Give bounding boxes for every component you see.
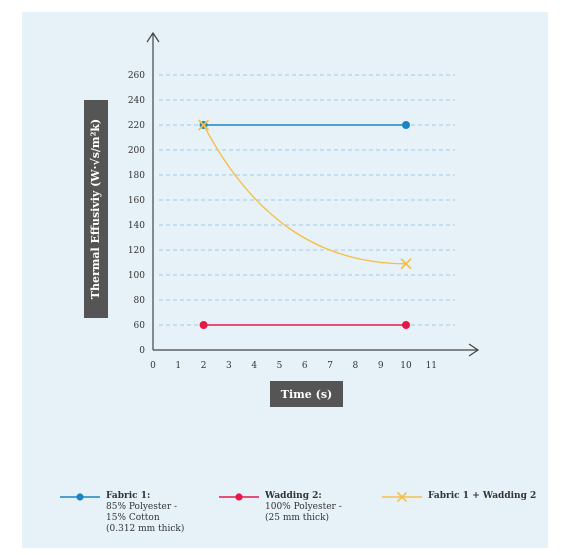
y-axis-arrow xyxy=(146,31,160,43)
x-tick-label: 11 xyxy=(426,361,437,371)
y-tick-label: 160 xyxy=(128,196,145,206)
y-tick-label: 80 xyxy=(134,296,146,306)
x-axis-arrow xyxy=(468,343,480,357)
x-tick-label: 7 xyxy=(327,361,333,371)
y-axis-label: Thermal Effusiviy (W·√s/m²k) xyxy=(89,119,102,299)
legend-label-fabric-1: Fabric 1: xyxy=(106,491,151,501)
series-2 xyxy=(197,119,412,270)
x-tick-label: 3 xyxy=(226,361,232,371)
axes xyxy=(146,31,480,357)
x-tick-label: 8 xyxy=(353,361,359,371)
x-axis-label: Time (s) xyxy=(281,388,332,401)
y-tick-label: 120 xyxy=(128,246,145,256)
x-tick-label: 0 xyxy=(150,361,156,371)
data-point xyxy=(199,321,208,329)
legend-swatch-fabric-1 xyxy=(60,493,100,501)
y-tick-label: 220 xyxy=(128,121,145,131)
legend-label-fabric-wadding: Fabric 1 + Wadding 2 xyxy=(428,491,537,501)
legend-swatch-fabric-wadding xyxy=(382,491,422,503)
y-axis-title: Thermal Effusiviy (W·√s/m²k) xyxy=(84,100,108,318)
x-axis-title: Time (s) xyxy=(270,381,343,407)
chart-background xyxy=(22,12,548,548)
x-axis-title-box xyxy=(270,381,343,407)
y-tick-label: 0 xyxy=(139,346,145,356)
x-tick-label: 6 xyxy=(302,361,308,371)
x-tick-label: 2 xyxy=(201,361,207,371)
x-tick-label: 10 xyxy=(400,361,412,371)
data-point xyxy=(400,258,412,270)
y-tick-label: 180 xyxy=(128,171,145,181)
legend-label-wadding-2: Wadding 2: xyxy=(265,491,322,501)
x-tick-label: 1 xyxy=(175,361,181,371)
grid-lines xyxy=(159,74,455,326)
y-tick-label: 100 xyxy=(128,271,145,281)
data-point xyxy=(197,119,210,131)
series-0 xyxy=(199,121,410,129)
x-tick-label: 5 xyxy=(277,361,283,371)
legend-desc-fabric-1: 85% Polyester - 15% Cotton (0.312 mm thi… xyxy=(106,502,185,534)
y-tick-label: 240 xyxy=(128,96,145,106)
y-tick-label: 140 xyxy=(128,221,145,231)
legend-desc-wadding-2: 100% Polyester - (25 mm thick) xyxy=(265,502,342,523)
series-line xyxy=(202,124,407,265)
y-tick-label: 260 xyxy=(128,71,145,81)
series-1 xyxy=(199,321,410,329)
data-point xyxy=(402,321,410,329)
y-tick-label: 200 xyxy=(128,146,145,156)
x-tick-label: 9 xyxy=(378,361,384,371)
y-axis-title-box xyxy=(84,100,108,318)
x-tick-label: 4 xyxy=(251,361,257,371)
series xyxy=(197,119,412,329)
legend-swatch-wadding-2 xyxy=(219,493,259,501)
tick-labels: 0 60 80 100 120 140 160 180 200 220 240 260 0 1 2 3 4 5 6 7… xyxy=(128,71,437,371)
data-point xyxy=(402,121,410,129)
y-tick-label: 60 xyxy=(134,321,146,331)
